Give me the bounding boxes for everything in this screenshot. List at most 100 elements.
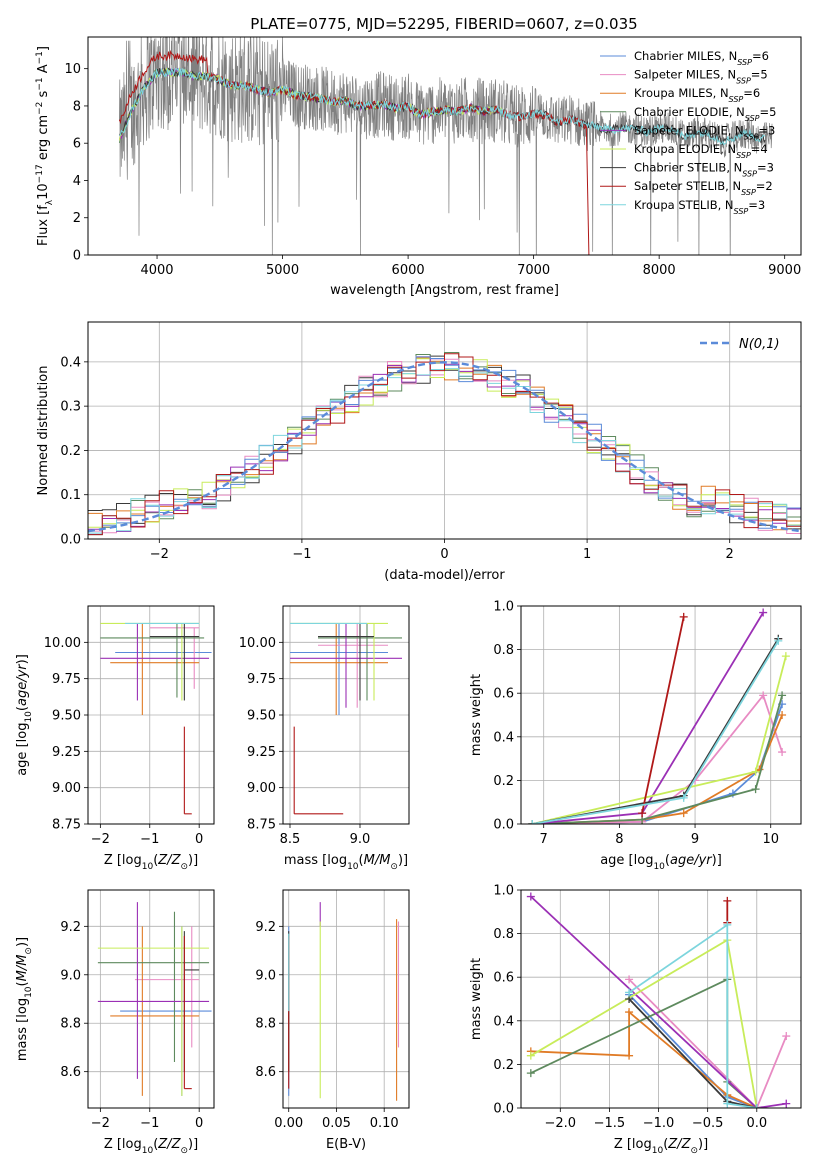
x-tick-label: 9000: [768, 263, 801, 278]
gaussian-curve: [88, 361, 801, 533]
y-tick-label: 0.6: [493, 687, 514, 702]
plot-area: [288, 902, 400, 1101]
y-tick-label: 9.75: [52, 672, 81, 687]
axes-frame: [87, 36, 802, 256]
x-tick-label: 8.5: [280, 832, 301, 847]
x-tick-label: −1.5: [594, 1116, 626, 1131]
y-tick-label: 8: [73, 99, 81, 114]
x-tick-label: −0.5: [692, 1116, 724, 1131]
y-axis-label: mass weight: [469, 674, 484, 756]
errorbar-point: [97, 926, 210, 1096]
legend-label: Salpeter MILES, NSSP=5: [634, 68, 768, 86]
errorbar-point: [134, 926, 200, 1048]
x-tick-label: −2.0: [545, 1116, 577, 1131]
weight-marker: [759, 691, 768, 700]
axes-frame: [87, 321, 802, 540]
y-tick-label: 0.8: [493, 927, 514, 942]
weight-marker: [625, 1008, 634, 1017]
x-tick-label: 4000: [140, 263, 173, 278]
weight-line: [532, 693, 783, 824]
weight-line: [532, 638, 780, 824]
plot-area: [97, 902, 212, 1096]
y-tick-label: 10.00: [44, 636, 81, 651]
y-tick-label: 8.75: [52, 818, 81, 833]
y-tick-label: 2: [73, 211, 81, 226]
x-tick-label: 0: [195, 1116, 203, 1131]
y-tick-label: 10.00: [239, 636, 276, 651]
model-line: [119, 67, 766, 146]
x-tick-label: 9: [691, 832, 699, 847]
y-tick-label: 0.4: [493, 730, 514, 745]
weight-marker: [528, 820, 537, 824]
x-tick-label: 0: [440, 547, 448, 562]
axes-mass_weight_vs_Z: −2.0 −1.5 −1.0 −0.5 0.0 0.0 0.2 0.4 0.6 0.8 1.0 Z […: [469, 884, 802, 1156]
x-tick-label: 8000: [643, 263, 676, 278]
weight-marker: [774, 636, 783, 645]
errorbar-point: [97, 911, 210, 1062]
y-tick-label: 9.75: [247, 672, 276, 687]
y-tick-label: 0.0: [493, 818, 514, 833]
gridlines: [283, 890, 409, 1108]
x-axis-label: Z [log10(Z/Z⊙)]: [614, 1137, 708, 1156]
axes-age_vs_Z: −2 −1 0 8.75 9.00 9.25 9.50 9.75 10.00 Z [log10(Z…: [15, 605, 215, 872]
weight-line: [532, 612, 764, 824]
x-tick-label: 0.00: [274, 1116, 303, 1131]
weight-line: [628, 923, 757, 1108]
weight-line: [532, 695, 783, 824]
x-tick-label: −1.0: [643, 1116, 675, 1131]
model-line: [118, 49, 590, 255]
x-axis-label: mass [log10(M/M⊙)]: [284, 853, 408, 872]
axes-mass_vs_ebv: 0.00 0.05 0.10 8.6 8.8 9.0 9.2 E(B-V): [255, 889, 410, 1152]
y-tick-label: 0.1: [60, 488, 81, 503]
y-tick-label: 9.00: [52, 781, 81, 796]
plot-area: [88, 352, 801, 536]
weight-line: [532, 640, 780, 824]
y-tick-label: 6: [73, 137, 81, 152]
y-tick-label: 9.2: [255, 920, 276, 935]
y-tick-label: 1.0: [493, 884, 514, 899]
errorbar-point: [183, 726, 192, 815]
y-tick-label: 0.0: [493, 1102, 514, 1117]
y-axis-label: mass [log10(M/M⊙)]: [15, 937, 34, 1061]
y-tick-label: 4: [73, 174, 81, 189]
gridlines: [88, 890, 214, 1108]
weight-marker: [625, 975, 634, 984]
weight-line: [530, 895, 787, 1108]
weight-line: [641, 616, 685, 814]
errorbar-point: [110, 623, 200, 715]
errorbar-point: [290, 623, 402, 708]
legend-label: Kroupa MILES, NSSP=6: [634, 86, 760, 104]
plot-area: [528, 608, 790, 824]
y-tick-label: 0.8: [493, 643, 514, 658]
errorbar-point: [290, 623, 388, 715]
weight-marker: [781, 652, 790, 661]
weight-marker: [751, 785, 760, 794]
weight-line: [628, 978, 788, 1108]
x-tick-label: −2: [150, 547, 169, 562]
weight-marker: [625, 1051, 634, 1060]
weight-marker: [638, 809, 647, 818]
y-tick-label: 0.6: [493, 971, 514, 986]
x-tick-label: 0.0: [746, 1116, 767, 1131]
weight-marker: [782, 1032, 791, 1041]
weight-marker: [778, 691, 787, 700]
y-tick-label: 0.4: [60, 355, 81, 370]
legend-label: Chabrier STELIB, NSSP=3: [634, 161, 774, 179]
errorbar-point: [120, 926, 212, 1096]
x-tick-label: 7000: [517, 263, 550, 278]
x-tick-label: 9.0: [350, 832, 371, 847]
weight-marker: [625, 988, 634, 997]
y-tick-label: 10: [64, 62, 81, 77]
plot-area: [118, 37, 773, 255]
legend: N(0,1): [700, 337, 780, 352]
x-tick-label: −2: [91, 832, 110, 847]
y-tick-label: 0.0: [60, 533, 81, 548]
axes-frame: [282, 605, 410, 825]
y-tick-label: 0.2: [60, 444, 81, 459]
y-tick-label: 8.6: [60, 1065, 81, 1080]
x-tick-label: 2: [726, 547, 734, 562]
gridlines: [521, 605, 801, 825]
weight-line: [532, 714, 783, 824]
legend-label: Salpeter STELIB, NSSP=2: [634, 179, 773, 197]
figure-title: PLATE=0775, MJD=52295, FIBERID=0607, z=0…: [250, 15, 637, 33]
